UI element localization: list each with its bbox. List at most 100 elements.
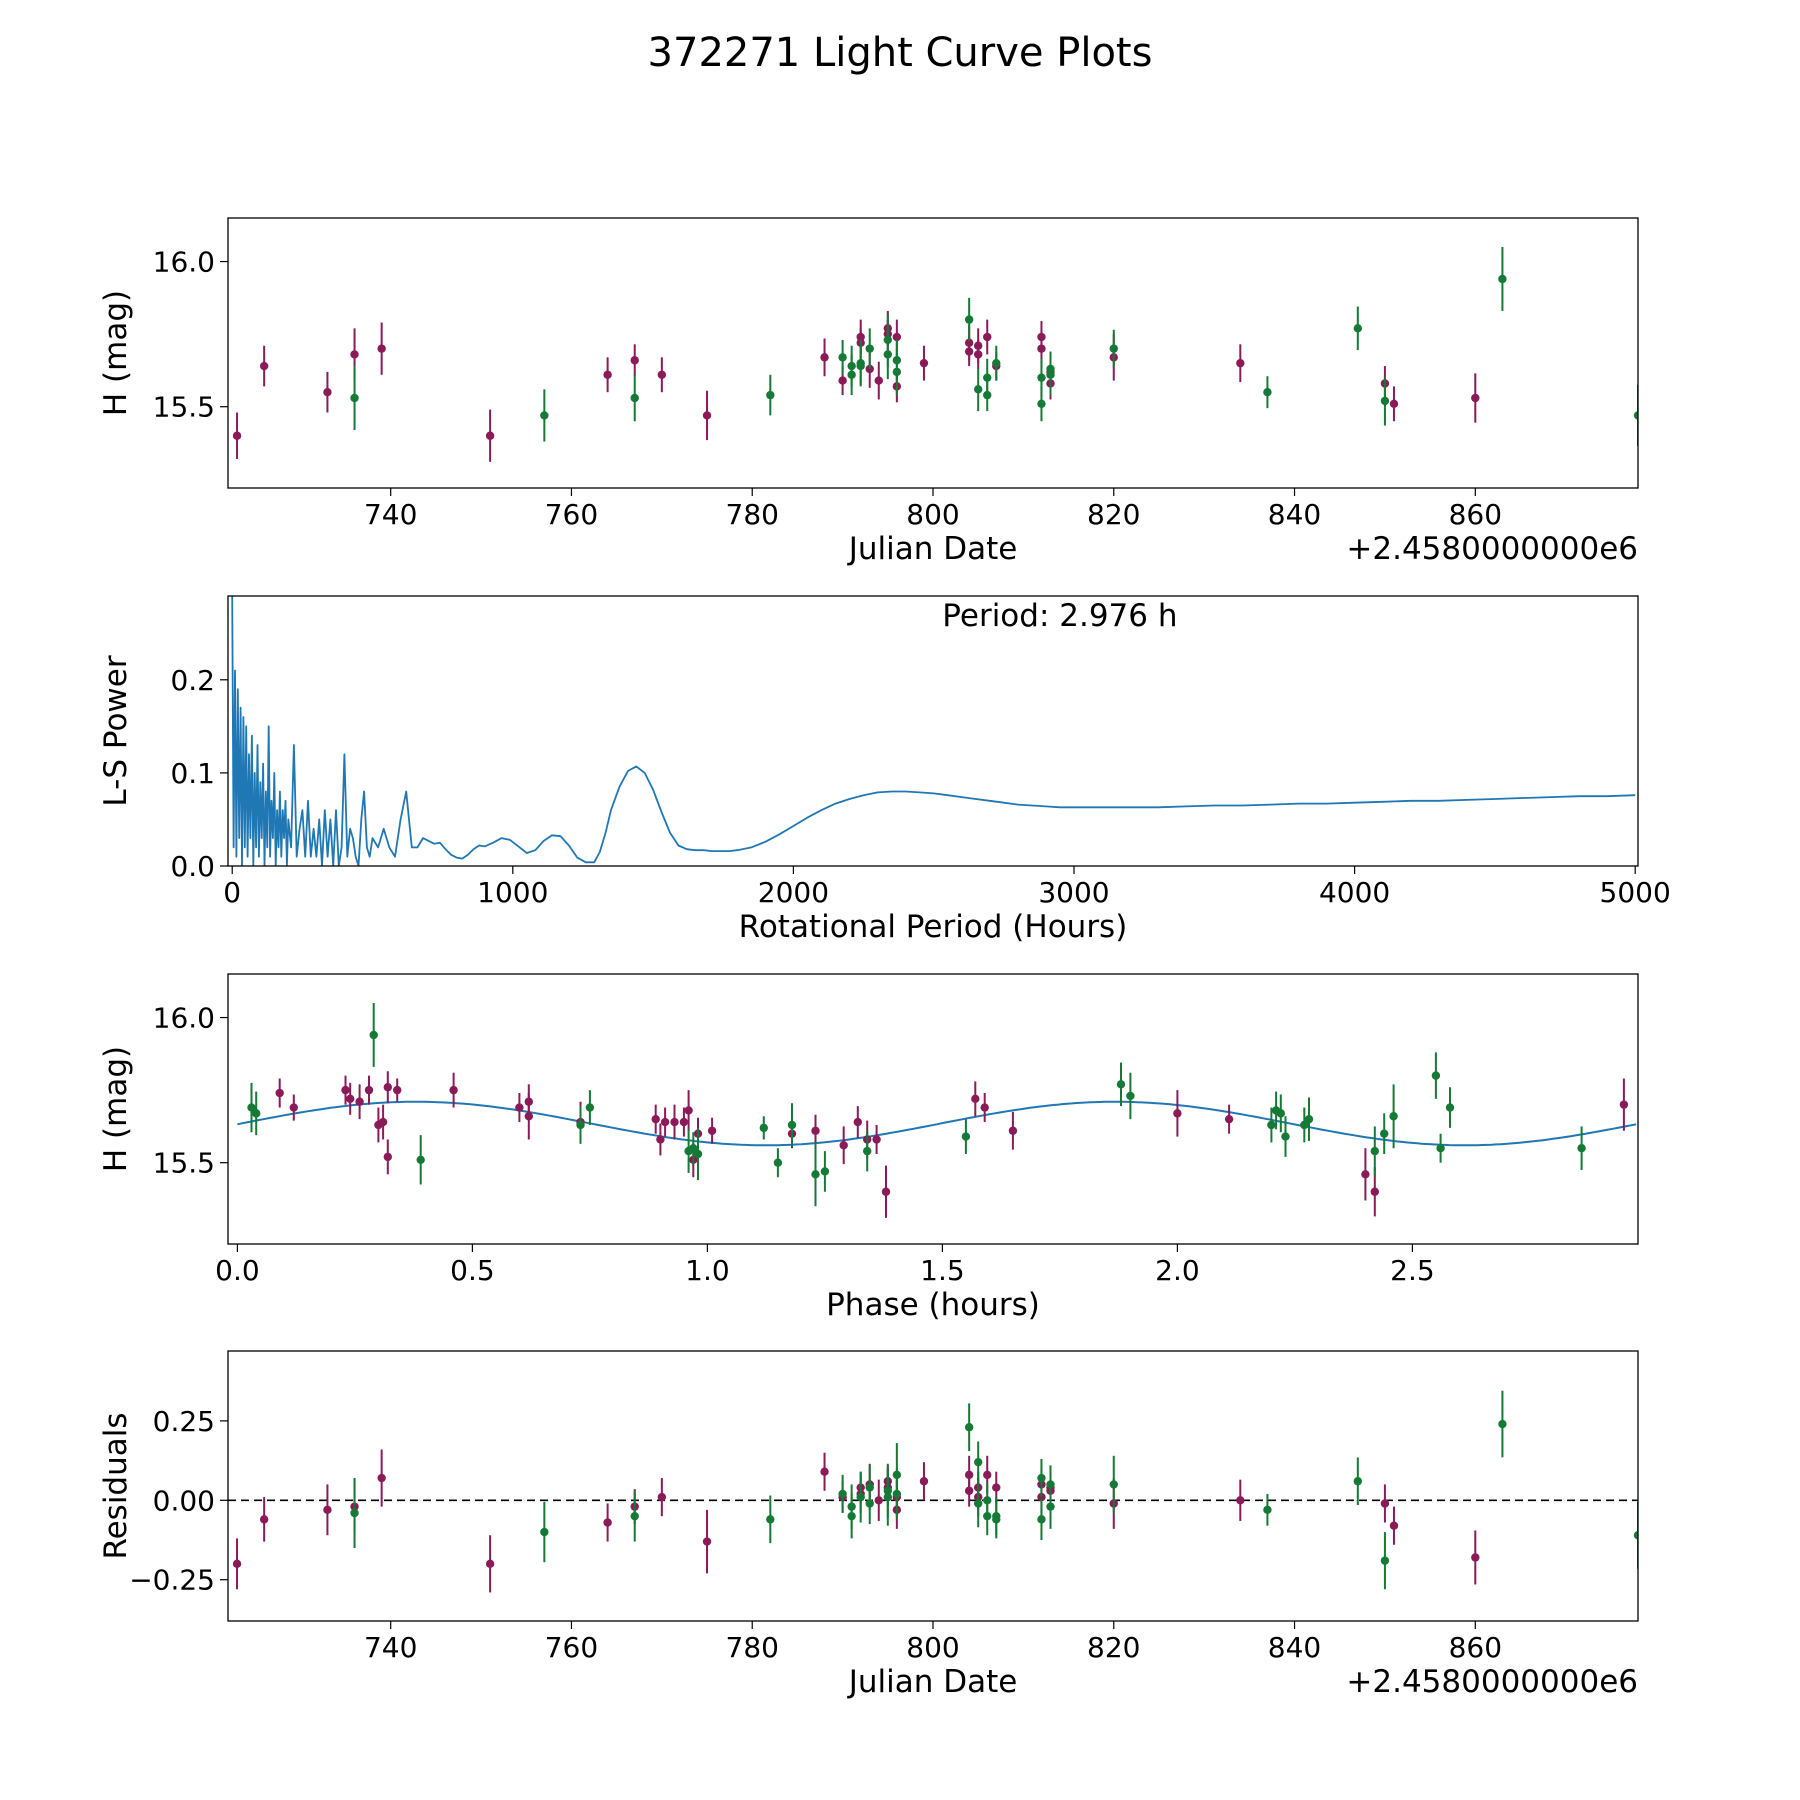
x-tick-label: 0 — [223, 876, 241, 909]
data-point — [670, 1117, 679, 1127]
data-point — [603, 1518, 612, 1527]
x-tick-label: 780 — [726, 498, 779, 531]
data-point — [485, 431, 495, 440]
x-tick-label: 820 — [1087, 498, 1140, 531]
axes-frame — [227, 217, 1639, 489]
x-offset-label: +2.4580000000e6 — [1346, 531, 1638, 567]
x-tick-label: 2.5 — [1390, 1254, 1435, 1287]
data-point — [1498, 1419, 1507, 1429]
y-tick-label: 16.0 — [153, 1002, 215, 1035]
data-point — [811, 1126, 820, 1135]
data-point — [964, 1423, 974, 1432]
y-axis-label: L-S Power — [98, 655, 134, 806]
data-point — [919, 1477, 929, 1486]
data-point — [838, 376, 847, 385]
data-point — [892, 1470, 902, 1480]
data-point — [811, 1170, 820, 1179]
x-axis-label: Phase (hours) — [826, 1287, 1040, 1323]
x-tick-label: 820 — [1087, 1631, 1140, 1664]
data-point — [449, 1085, 458, 1095]
axes-frame — [227, 1350, 1639, 1622]
data-point — [377, 1473, 386, 1483]
data-point — [679, 1117, 689, 1127]
data-point — [1380, 1129, 1389, 1138]
data-point — [1380, 1499, 1390, 1508]
data-point — [651, 1114, 660, 1124]
y-tick-label: 0.25 — [153, 1405, 215, 1438]
data-point — [983, 1511, 992, 1521]
x-tick-label: 1000 — [477, 876, 548, 909]
data-point — [515, 1103, 524, 1112]
data-point — [1046, 1502, 1055, 1511]
data-point — [856, 332, 865, 342]
x-axis-label: Rotational Period (Hours) — [739, 909, 1128, 945]
y-tick-label: 0.2 — [170, 664, 215, 697]
data-point — [252, 1109, 261, 1118]
y-axis-label: H (mag) — [98, 1046, 134, 1172]
data-point — [383, 1083, 392, 1092]
axes-frame — [227, 595, 1639, 867]
data-point — [973, 385, 983, 394]
data-point — [983, 373, 992, 382]
data-point — [1267, 1120, 1276, 1130]
x-axis-label: Julian Date — [847, 531, 1018, 567]
x-tick-label: 4000 — [1319, 876, 1390, 909]
data-point — [1008, 1126, 1018, 1135]
data-point — [973, 1457, 983, 1467]
data-point — [1276, 1109, 1286, 1118]
data-point — [838, 1489, 847, 1499]
data-point — [346, 1094, 355, 1104]
x-tick-label: 740 — [364, 1631, 417, 1664]
data-point — [865, 344, 874, 353]
x-offset-label: +2.4580000000e6 — [1346, 1664, 1638, 1700]
x-tick-label: 3000 — [1038, 876, 1109, 909]
data-point — [992, 1483, 1001, 1492]
x-tick-label: 840 — [1268, 498, 1321, 531]
data-point — [1471, 393, 1480, 403]
data-point — [232, 1559, 242, 1569]
data-point — [1037, 1515, 1046, 1524]
data-point — [892, 356, 902, 365]
data-point — [630, 356, 639, 365]
data-point — [540, 411, 549, 420]
data-point — [1126, 1091, 1135, 1101]
phased-lightcurve-panel: 0.0 0.5 1.0 1.5 2.0 2.5 15.5 16.0 Phase (hours) H… — [98, 973, 1639, 1323]
y-tick-label: 15.5 — [153, 391, 215, 424]
data-point — [364, 1085, 374, 1095]
data-point — [259, 1515, 269, 1524]
data-point — [964, 315, 974, 324]
data-point — [874, 1496, 883, 1505]
data-point — [1498, 274, 1507, 284]
lightcurve-panel: 740 760 780 800 820 840 860 15.5 16.0 Julian Date… — [98, 217, 1639, 567]
data-point — [1370, 1187, 1380, 1196]
periodogram-panel: 0 1000 2000 3000 4000 5000 0.0 0.1 0.2 Rotational… — [98, 595, 1671, 945]
data-point — [693, 1149, 703, 1159]
data-point — [1389, 399, 1399, 409]
data-point — [863, 1146, 872, 1156]
data-point — [820, 1467, 829, 1476]
data-point — [576, 1120, 585, 1130]
y-tick-label: −0.25 — [129, 1564, 215, 1597]
data-point — [323, 387, 332, 397]
data-point — [1353, 324, 1363, 333]
x-tick-label: 860 — [1449, 498, 1502, 531]
x-tick-label: 800 — [906, 1631, 959, 1664]
data-point — [1633, 1531, 1638, 1540]
data-point — [393, 1085, 402, 1095]
data-point — [881, 1187, 891, 1196]
data-point — [289, 1103, 298, 1112]
data-point — [630, 393, 639, 403]
data-point — [1577, 1143, 1586, 1153]
data-point — [1370, 1146, 1380, 1156]
data-point — [1300, 1120, 1309, 1130]
data-point — [766, 390, 775, 400]
data-point — [872, 1135, 881, 1144]
axes-frame — [227, 973, 1639, 1245]
data-point — [919, 358, 929, 368]
data-point — [992, 1515, 1001, 1524]
data-point — [1281, 1132, 1290, 1141]
data-point — [707, 1126, 717, 1135]
data-point — [689, 1143, 698, 1153]
data-point — [1037, 344, 1046, 353]
